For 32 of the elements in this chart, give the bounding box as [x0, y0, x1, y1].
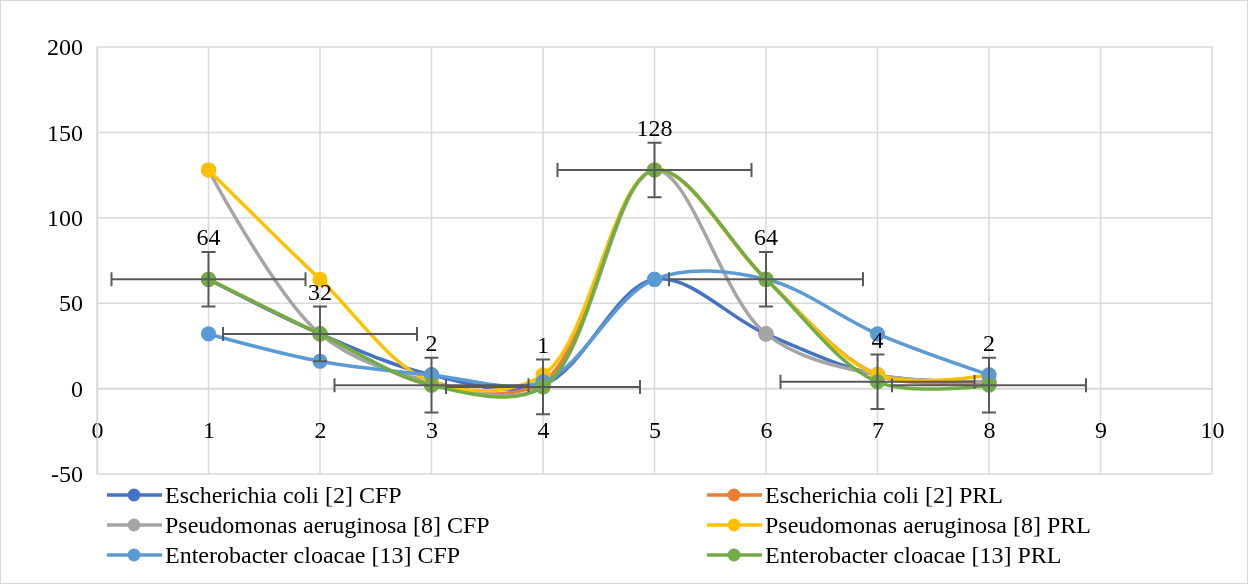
data-label: 32	[308, 278, 332, 305]
data-label: 64	[196, 224, 221, 251]
legend-label: Enterobacter cloacae [13] CFP	[165, 542, 461, 568]
legend-label: Escherichia coli [2] PRL	[765, 482, 1003, 508]
legend-label: Enterobacter cloacae [13] PRL	[765, 542, 1062, 568]
x-tick-label: 2	[314, 416, 327, 443]
x-tick-label: 1	[203, 416, 215, 443]
x-tick-label: 7	[872, 416, 884, 443]
x-tick-label: 0	[91, 416, 104, 443]
y-tick-label: -50	[51, 461, 83, 488]
data-label: 1	[537, 331, 549, 358]
data-label: 2	[425, 330, 438, 357]
x-tick-label: 6	[760, 416, 773, 443]
data-label: 64	[754, 224, 778, 251]
y-tick-label: 200	[47, 34, 83, 61]
y-tick-label: 50	[59, 290, 83, 317]
legend-label: Pseudomonas aeruginosa [8] CFP	[165, 512, 490, 538]
point	[200, 326, 217, 342]
legend-label: Pseudomonas aeruginosa [8] PRL	[765, 512, 1091, 538]
legend-label: Escherichia coli [2] CFP	[165, 482, 402, 508]
x-tick-label: 3	[426, 416, 438, 443]
data-label: 128	[636, 114, 673, 141]
x-tick-label: 10	[1200, 416, 1225, 443]
y-tick-label: 0	[71, 375, 83, 402]
x-tick-label: 8	[983, 416, 996, 443]
data-label: 2	[983, 330, 995, 357]
y-tick-label: 150	[47, 119, 83, 146]
x-tick-label: 5	[649, 416, 661, 443]
x-tick-label: 4	[537, 416, 550, 443]
x-tick-label: 9	[1095, 416, 1107, 443]
y-tick-label: 100	[47, 204, 83, 231]
data-label: 4	[871, 326, 884, 353]
